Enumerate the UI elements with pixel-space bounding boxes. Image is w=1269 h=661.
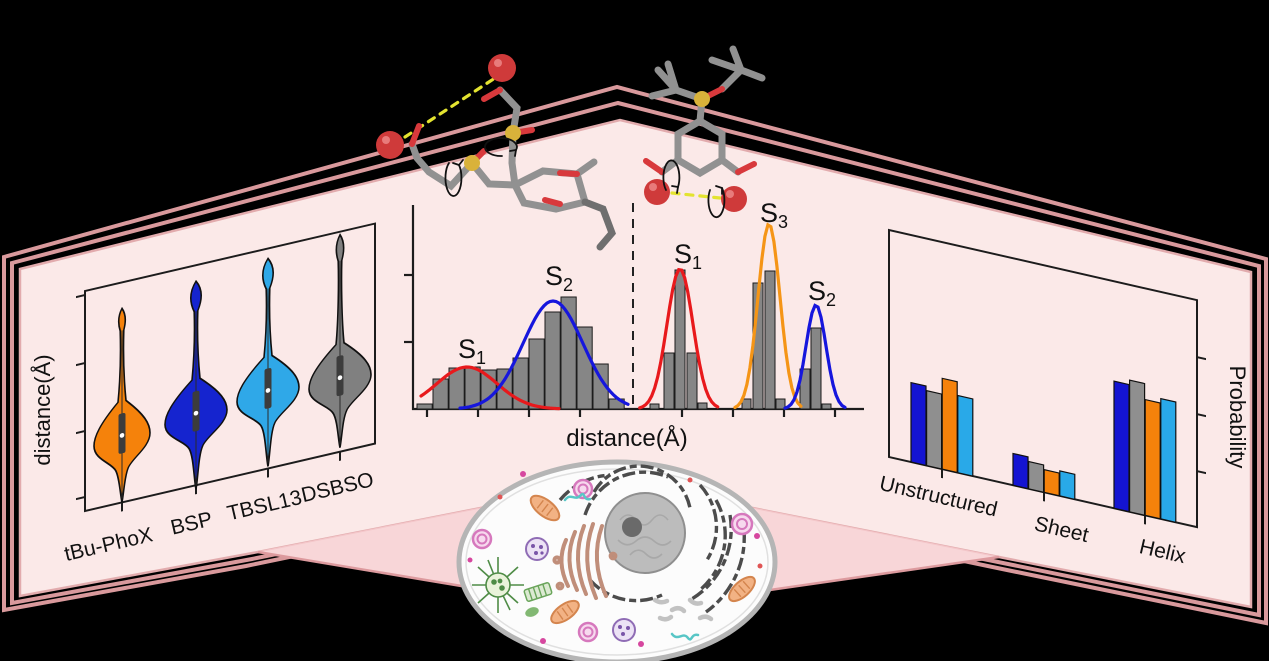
secondary-structure-bar-chart: Probability Unstructured Sheet Helix <box>877 228 1250 568</box>
state-label-s1-right: S1 <box>674 239 702 273</box>
distance-histogram: distance(Å) S1 S2 S1 S3 S2 <box>404 198 864 452</box>
violin-median-dot <box>193 410 199 416</box>
distance-dashed-bond <box>670 191 722 200</box>
bar-Unstructured-light-blue <box>957 394 974 477</box>
mitochondrion <box>529 494 756 625</box>
violin-median-dot <box>265 388 271 393</box>
cytoskeleton-squiggle <box>563 492 700 641</box>
bar-Sheet-orange <box>1043 468 1060 497</box>
bar-Sheet-dark-blue <box>1012 452 1029 490</box>
sphere-highlight <box>649 183 657 191</box>
hist-bar <box>686 352 698 410</box>
hist-bar <box>821 403 832 410</box>
small-granules <box>467 471 763 647</box>
sphere-highlight <box>726 190 734 198</box>
hist-bar <box>775 398 786 410</box>
hist-bar <box>416 403 433 410</box>
histogram-x-axis-label: distance(Å) <box>566 424 687 452</box>
silicon-atom <box>694 91 710 107</box>
peroxisome <box>525 537 636 642</box>
gaussian-fit-S2 <box>458 299 630 410</box>
vesicle-debris <box>652 597 714 622</box>
violin-median-dot <box>119 433 125 438</box>
hist-bar <box>512 357 529 410</box>
chromatin <box>617 514 672 559</box>
hist-bar <box>741 398 752 410</box>
violin-y-axis-label: distance(Å) <box>30 354 55 465</box>
hist-bar <box>663 352 675 410</box>
sulfur-atom <box>505 125 521 141</box>
hist-bar <box>697 402 708 410</box>
bar-Unstructured-dark-blue <box>910 381 927 467</box>
violin-axis-ticks <box>76 294 341 512</box>
site-sphere <box>488 54 516 82</box>
state-label-s2-right: S2 <box>808 276 836 310</box>
state-label-s3-right: S3 <box>760 198 788 232</box>
site-sphere <box>376 131 404 159</box>
violins <box>93 233 372 503</box>
bar-chart-y-axis-label: Probability <box>1225 366 1250 469</box>
bar-groups <box>910 377 1177 524</box>
site-sphere <box>644 179 670 205</box>
hist-bar <box>592 363 609 410</box>
bar-Sheet-gray <box>1028 460 1045 493</box>
sphere-highlight <box>494 59 502 67</box>
hist-bar <box>674 269 686 410</box>
hist-bar <box>649 403 660 410</box>
bar-chart-area <box>888 228 1206 529</box>
nucleus <box>604 492 686 574</box>
hist-bar <box>799 368 811 410</box>
carbon-skeleton <box>408 86 598 213</box>
hist-bar <box>810 327 822 410</box>
gaussian-fit-S1 <box>638 267 720 410</box>
bar-Sheet-light-blue <box>1059 470 1076 501</box>
carbon-tail <box>581 198 617 251</box>
rotation-arrow-icon <box>662 159 726 219</box>
bar-Helix-gray <box>1129 379 1146 516</box>
bar-Unstructured-gray <box>925 389 943 470</box>
rotation-arrow-icon <box>444 137 518 197</box>
histogram-fit-curves <box>419 222 847 411</box>
gaussian-fit-S3 <box>733 222 803 410</box>
state-label-s1-left: S1 <box>458 334 486 368</box>
bar-chart-ticks <box>941 356 1206 525</box>
gaussian-fit-S1 <box>419 365 561 411</box>
state-labels: S1 S2 S1 S3 S2 <box>458 198 836 368</box>
violin-median-dot <box>337 375 343 381</box>
hist-bar <box>560 296 577 410</box>
left-crosslinker-molecule <box>376 54 617 251</box>
gaussian-fit-S2 <box>783 303 847 410</box>
eukaryotic-cell-illustration <box>456 459 778 661</box>
hist-bar <box>544 311 561 410</box>
sphere-highlight <box>382 136 390 144</box>
violin-plot-area <box>76 222 376 513</box>
state-label-s2-left: S2 <box>545 261 573 295</box>
violin-frame <box>84 222 376 513</box>
centrosome <box>472 557 524 613</box>
right-crosslinker-molecule <box>643 45 766 219</box>
golgi-apparatus <box>552 522 618 600</box>
striped-organelle <box>523 582 553 602</box>
violin-plot: distance(Å) tBu-PhoX BSP TBSL13 DSBSO <box>30 222 376 566</box>
sulfur-atom <box>464 155 480 171</box>
green-vesicle <box>525 607 539 617</box>
nucleolus <box>622 517 642 537</box>
bar-Unstructured-orange <box>941 377 958 474</box>
histogram-bars <box>416 269 832 410</box>
bar-Helix-light-blue <box>1160 397 1177 524</box>
hist-bar <box>764 270 776 410</box>
bar-Helix-orange <box>1144 398 1161 520</box>
bar-Helix-dark-blue <box>1113 380 1130 513</box>
hist-bar <box>528 338 545 410</box>
hist-bar <box>576 326 593 410</box>
